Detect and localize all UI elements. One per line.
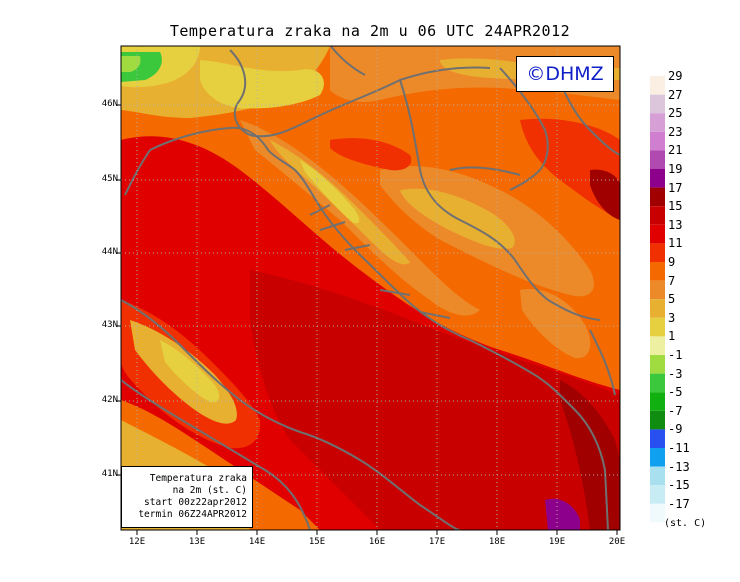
scale-swatch bbox=[650, 243, 665, 262]
scale-swatch bbox=[650, 280, 665, 300]
info-line: termin 06Z24APR2012 bbox=[138, 509, 247, 520]
scale-label: 29 bbox=[668, 69, 683, 83]
scale-unit: (st. C) bbox=[664, 518, 707, 529]
lon-label: 20E bbox=[608, 537, 626, 547]
scale-swatch bbox=[650, 206, 665, 225]
scale-swatch bbox=[650, 150, 665, 169]
scale-label: 23 bbox=[668, 124, 683, 139]
scale-swatch bbox=[650, 262, 665, 281]
scale-label: -9 bbox=[668, 422, 683, 437]
scale-swatch bbox=[650, 299, 665, 318]
scale-swatch bbox=[650, 485, 665, 504]
lon-label: 17E bbox=[428, 537, 446, 547]
scale-swatch bbox=[650, 503, 665, 523]
info-line: start 00z22apr2012 bbox=[144, 497, 247, 508]
scale-label: -5 bbox=[668, 385, 683, 400]
scale-swatch bbox=[650, 448, 665, 467]
scale-label: 3 bbox=[668, 310, 676, 325]
scale-swatch bbox=[650, 169, 665, 188]
graticule bbox=[121, 46, 620, 530]
lat-label: 44N bbox=[101, 247, 118, 257]
scale-swatch bbox=[650, 466, 665, 486]
scale-label: 9 bbox=[668, 255, 676, 269]
scale-label: -3 bbox=[668, 366, 683, 381]
info-line: na 2m (st. C) bbox=[172, 485, 247, 496]
temperature-field bbox=[121, 46, 620, 530]
scale-label: -7 bbox=[668, 403, 683, 418]
scale-swatch bbox=[650, 224, 665, 244]
lon-label: 15E bbox=[308, 537, 326, 547]
lon-label: 14E bbox=[248, 537, 266, 547]
scale-label: -1 bbox=[668, 348, 683, 362]
scale-label: 19 bbox=[668, 162, 683, 176]
scale-label: 17 bbox=[668, 180, 683, 195]
scale-label: 21 bbox=[668, 143, 683, 158]
scale-label: 5 bbox=[668, 292, 676, 307]
lon-label: 13E bbox=[188, 537, 206, 547]
scale-label: 11 bbox=[668, 236, 683, 251]
color-scale bbox=[650, 76, 665, 523]
scale-label: 1 bbox=[668, 329, 676, 344]
scale-swatch bbox=[650, 410, 665, 430]
scale-label: 15 bbox=[668, 199, 683, 214]
info-line: Temperatura zraka bbox=[149, 473, 247, 484]
scale-label: -11 bbox=[668, 441, 690, 455]
scale-label: 25 bbox=[668, 106, 683, 121]
lon-label: 18E bbox=[488, 537, 506, 547]
scale-label: 27 bbox=[668, 87, 683, 102]
scale-swatch bbox=[650, 392, 665, 411]
scale-swatch bbox=[650, 429, 665, 448]
info-box: Temperatura zraka na 2m (st. C) start 00… bbox=[121, 466, 253, 528]
scale-swatch bbox=[650, 373, 665, 393]
lon-label: 16E bbox=[368, 537, 386, 547]
scale-swatch bbox=[650, 113, 665, 132]
lon-label: 12E bbox=[128, 537, 146, 547]
axis-ticks bbox=[116, 104, 618, 535]
lat-label: 45N bbox=[101, 174, 118, 184]
scale-swatch bbox=[650, 131, 665, 151]
scale-label: -15 bbox=[668, 478, 690, 493]
scale-label: 7 bbox=[668, 273, 676, 288]
scale-swatch bbox=[650, 94, 665, 114]
lat-label: 43N bbox=[101, 320, 118, 330]
scale-label: -17 bbox=[668, 496, 690, 511]
scale-swatch bbox=[650, 355, 665, 374]
scale-swatch bbox=[650, 76, 665, 95]
lat-label: 41N bbox=[101, 469, 118, 479]
scale-swatch bbox=[650, 187, 665, 207]
scale-swatch bbox=[650, 336, 665, 355]
map-title: Temperatura zraka na 2m u 06 UTC 24APR20… bbox=[169, 22, 571, 40]
lon-label: 19E bbox=[548, 537, 566, 547]
scale-label: 13 bbox=[668, 217, 683, 232]
scale-label: -13 bbox=[668, 459, 690, 474]
lat-label: 46N bbox=[101, 99, 118, 109]
copyright-box: ©DHMZ bbox=[516, 56, 614, 92]
scale-swatch bbox=[650, 317, 665, 337]
lat-label: 42N bbox=[101, 395, 118, 405]
